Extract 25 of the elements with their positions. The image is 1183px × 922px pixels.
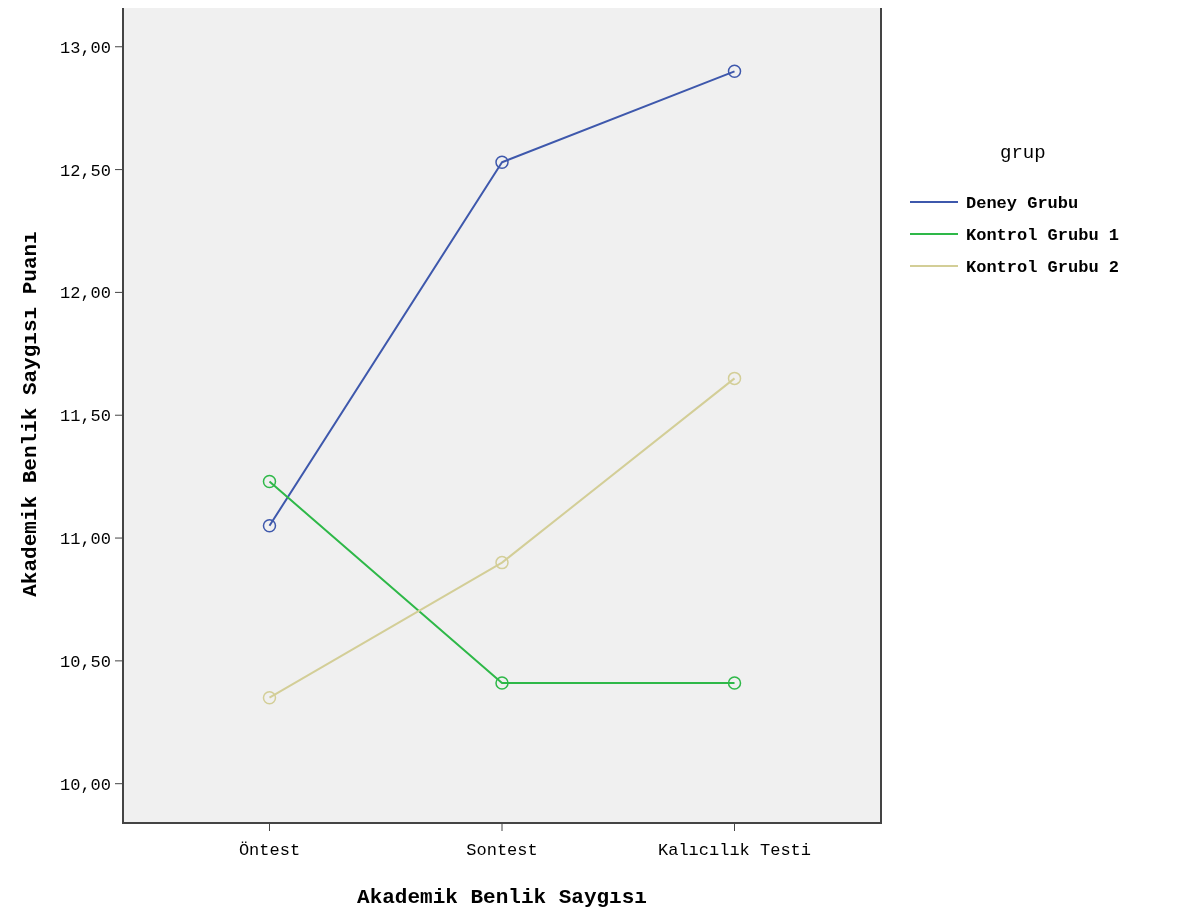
x-tick-label: Sontest <box>466 841 538 860</box>
y-tick-label: 11,50 <box>59 407 111 427</box>
legend-label: Kontrol Grubu 1 <box>966 225 1120 245</box>
point <box>727 676 742 690</box>
point <box>262 690 277 705</box>
y-tick-label: 12,00 <box>59 284 111 304</box>
x-axis-title: Akademik Benlik Saygısı <box>357 886 647 909</box>
x-tick-label: Kalıcılık Testi <box>658 841 812 860</box>
y-tick-label: 11,00 <box>59 530 111 549</box>
legend-label: Deney Grubu <box>966 193 1079 213</box>
y-tick-label: 12,50 <box>59 161 111 181</box>
point <box>262 519 277 533</box>
y-tick-label: 10,50 <box>59 652 111 672</box>
point <box>495 555 509 570</box>
point <box>495 676 509 690</box>
point <box>727 64 742 79</box>
legend-title: grup <box>1000 142 1046 164</box>
x-tick-label: Öntest <box>238 841 301 860</box>
y-tick-label: 10,00 <box>59 775 111 795</box>
legend-label: Kontrol Grubu 2 <box>966 257 1120 277</box>
y-axis-title: Akademik Benlik Saygısı Puanı <box>19 231 42 597</box>
y-tick-label: 13,00 <box>59 38 111 58</box>
point <box>262 474 277 489</box>
point <box>727 371 742 386</box>
point <box>495 155 509 169</box>
